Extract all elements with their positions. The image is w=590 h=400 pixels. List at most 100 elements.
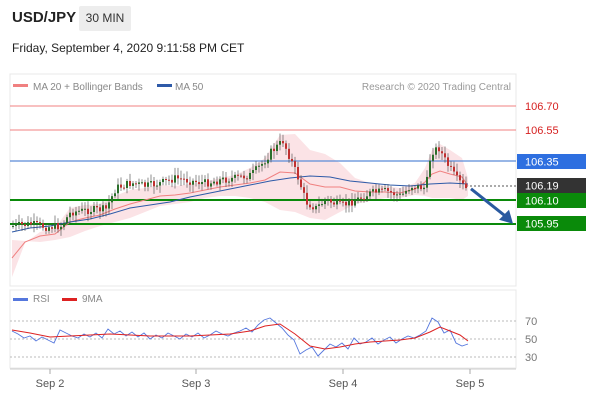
candle-body xyxy=(237,174,239,176)
candle-body xyxy=(168,179,170,181)
candle-body xyxy=(264,163,266,165)
candle-body xyxy=(216,181,218,185)
candle-body xyxy=(162,178,164,183)
candle-body xyxy=(246,178,248,180)
candle-body xyxy=(120,184,122,188)
candle-body xyxy=(459,175,461,181)
legend-bb-label: MA 20 + Bollinger Bands xyxy=(33,82,143,93)
candle-body xyxy=(18,221,20,224)
candle-body xyxy=(39,222,41,224)
legend-ma50-swatch xyxy=(157,84,172,87)
candle-body xyxy=(384,188,386,190)
candle-body xyxy=(84,208,86,210)
candle-body xyxy=(111,196,113,203)
candle-body xyxy=(48,227,50,231)
candles-layer xyxy=(12,133,467,236)
candle-body xyxy=(24,224,26,226)
candle-body xyxy=(234,174,236,178)
candle-body xyxy=(402,193,404,195)
candle-body xyxy=(282,141,284,144)
candle-body xyxy=(69,212,71,218)
candle-body xyxy=(276,144,278,152)
timeframe-button[interactable]: 30 MIN xyxy=(79,6,131,31)
level-label-106-55: 106.55 xyxy=(525,125,559,137)
level-label-105-95: 105.95 xyxy=(525,219,559,231)
candle-body xyxy=(243,175,245,179)
candle-body xyxy=(351,200,353,206)
rsi-tick-30: 30 xyxy=(525,352,537,364)
timestamp: Friday, September 4, 2020 9:11:58 PM CET xyxy=(12,41,245,55)
candle-body xyxy=(153,181,155,187)
candle-body xyxy=(30,222,32,225)
x-label-sep5: Sep 5 xyxy=(456,378,485,390)
candle-body xyxy=(330,199,332,203)
candle-body xyxy=(171,179,173,183)
legend-bb-swatch xyxy=(13,84,28,87)
candle-body xyxy=(435,147,437,155)
candle-body xyxy=(228,181,230,183)
candle-body xyxy=(81,208,83,211)
candle-body xyxy=(396,194,398,196)
candle-body xyxy=(441,151,443,154)
candle-body xyxy=(462,180,464,184)
candle-body xyxy=(408,190,410,192)
candle-body xyxy=(51,227,53,229)
candle-body xyxy=(273,148,275,152)
candle-body xyxy=(60,226,62,230)
candle-body xyxy=(249,172,251,180)
candle-body xyxy=(174,175,176,183)
candle-body xyxy=(354,200,356,206)
candle-body xyxy=(348,200,350,206)
legend-ma50-label: MA 50 xyxy=(175,82,204,93)
candle-body xyxy=(303,187,305,193)
candle-body xyxy=(225,177,227,183)
candle-body xyxy=(198,182,200,185)
level-box-106-10 xyxy=(517,193,586,208)
candle-body xyxy=(183,178,185,180)
candle-body xyxy=(93,205,95,212)
candle-body xyxy=(411,187,413,191)
candle-body xyxy=(90,211,92,215)
rsi-line xyxy=(11,317,469,357)
candle-body xyxy=(333,202,335,205)
candle-body xyxy=(261,163,263,166)
candle-body xyxy=(318,204,320,206)
legend-rsi-label: RSI xyxy=(33,294,50,305)
candle-body xyxy=(99,207,101,212)
candle-body xyxy=(75,211,77,216)
candle-body xyxy=(390,190,392,193)
candle-body xyxy=(432,154,434,161)
candle-body xyxy=(27,222,29,226)
candle-body xyxy=(447,157,449,166)
candle-body xyxy=(45,227,47,231)
candle-body xyxy=(126,180,128,188)
candle-body xyxy=(324,200,326,205)
candle-body xyxy=(102,205,104,212)
candle-body xyxy=(420,185,422,190)
candle-body xyxy=(186,178,188,183)
candle-body xyxy=(378,188,380,193)
candle-body xyxy=(36,221,38,223)
candle-body xyxy=(165,178,167,180)
candle-body xyxy=(156,185,158,187)
candle-body xyxy=(21,221,23,225)
candle-body xyxy=(192,180,194,185)
candle-body xyxy=(42,223,44,228)
candle-body xyxy=(414,187,416,189)
candle-body xyxy=(87,208,89,215)
candle-body xyxy=(336,200,338,205)
candle-body xyxy=(438,147,440,152)
candle-body xyxy=(132,183,134,186)
rsi-panel xyxy=(9,289,517,369)
legend-9ma-label: 9MA xyxy=(82,294,103,305)
candle-body xyxy=(177,175,179,179)
candle-body xyxy=(189,182,191,185)
candle-body xyxy=(54,223,56,229)
candle-body xyxy=(294,161,296,167)
candle-body xyxy=(453,166,455,172)
candle-body xyxy=(114,193,116,197)
candle-body xyxy=(72,212,74,216)
candle-body xyxy=(108,202,110,209)
